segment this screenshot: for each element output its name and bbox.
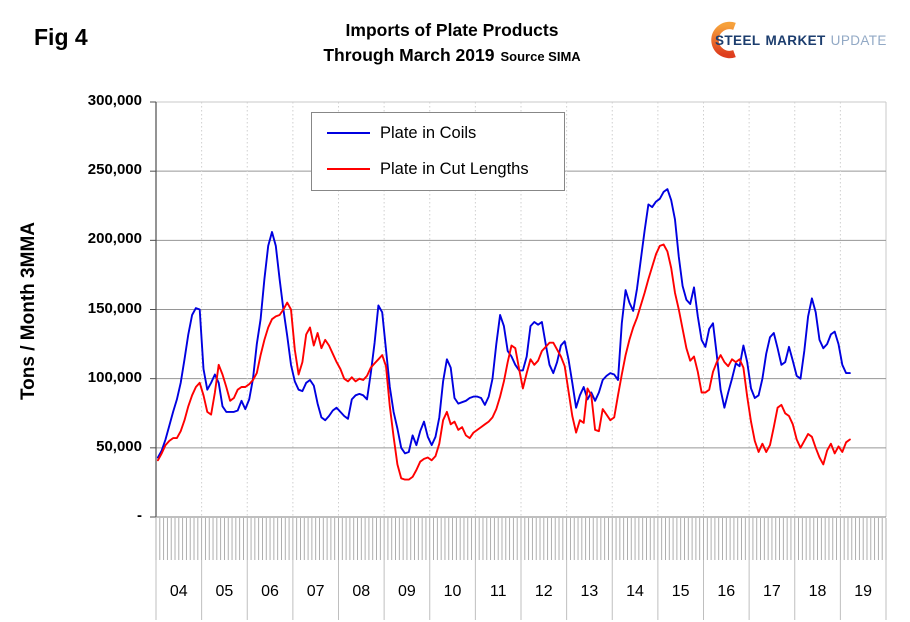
legend-item-cut-lengths: Plate in Cut Lengths [327,158,529,180]
source-note: Source SIMA [500,48,581,64]
x-year-label: 07 [306,582,325,600]
legend: Plate in Coils Plate in Cut Lengths [311,112,565,191]
x-year-label: 08 [352,582,371,600]
logo-text: STEEL MARKET UPDATE [715,33,887,48]
x-year-label: 16 [717,582,736,600]
y-tick-label: - [137,507,142,524]
x-year-label: 10 [443,582,462,600]
x-year-label: 11 [489,582,507,600]
y-tick-label: 100,000 [87,368,142,386]
x-year-label: 09 [398,582,416,600]
x-year-label: 04 [169,582,188,600]
coils-line-swatch [327,132,370,134]
x-year-label: 12 [534,582,553,600]
legend-label-coils: Plate in Coils [380,123,477,142]
x-year-label: 13 [580,582,599,600]
y-tick-label: 300,000 [87,92,142,109]
chart-title-block: Imports of Plate Products Through March … [232,20,672,67]
cut-lengths-line [156,243,851,481]
x-year-label: 15 [671,582,690,600]
chart-subtitle: Through March 2019 Source SIMA [232,45,672,67]
y-tick-label: 250,000 [87,161,142,179]
chart-subtitle-text: Through March 2019 [323,44,495,65]
x-year-label: 19 [854,582,873,600]
cut-lengths-line-swatch [327,168,370,170]
logo-crescent-icon [711,21,736,59]
legend-label-cut-lengths: Plate in Cut Lengths [380,159,529,178]
y-tick-label: 200,000 [87,230,142,248]
y-tick-label: 50,000 [96,437,142,455]
logo-word-steel: STEEL [715,33,761,48]
y-tick-label: 150,000 [87,299,142,317]
x-year-label: 17 [763,582,781,600]
chart-title: Imports of Plate Products [345,20,559,40]
x-year-label: 14 [626,582,644,600]
legend-item-coils: Plate in Coils [327,122,476,144]
logo-word-update: UPDATE [830,33,887,48]
figure-label: Fig 4 [34,24,88,50]
logo-word-market: MARKET [765,33,826,48]
x-year-label: 18 [808,582,827,600]
coils-line [156,188,851,459]
x-year-label: 06 [261,582,279,600]
steel-market-update-logo: STEEL MARKET UPDATE [706,18,886,62]
x-year-label: 05 [215,582,234,600]
